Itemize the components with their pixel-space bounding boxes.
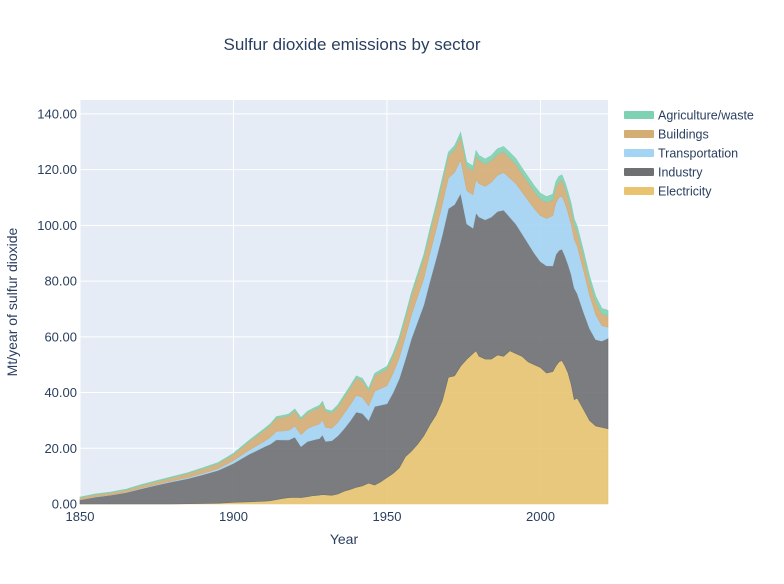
legend-item[interactable]: Industry [624, 166, 703, 180]
stacked-areas [79, 131, 609, 505]
legend-item[interactable]: Agriculture/waste [624, 109, 754, 123]
y-tick-label: 120.00 [37, 162, 77, 177]
legend-label: Industry [658, 166, 703, 180]
legend-item[interactable]: Transportation [624, 147, 738, 161]
legend-item[interactable]: Electricity [624, 185, 712, 199]
area-agriculture-waste[interactable] [79, 131, 609, 498]
y-tick-label: 140.00 [37, 106, 77, 121]
y-tick-label: 0.00 [52, 497, 77, 512]
legend-swatch [624, 111, 654, 119]
x-tick-label: 1900 [219, 509, 248, 524]
legend-swatch [624, 149, 654, 157]
x-axis-label: Year [330, 531, 359, 547]
y-tick-label: 40.00 [44, 385, 77, 400]
y-tick-label: 100.00 [37, 218, 77, 233]
legend-swatch [624, 130, 654, 138]
legend-label: Transportation [658, 147, 738, 161]
x-axis-ticks: 1850 1900 1950 2000 [66, 509, 555, 524]
y-axis-ticks: 0.00 20.00 40.00 60.00 80.00 100.00 120.00 140.… [37, 106, 77, 511]
y-axis-label: Mt/year of sulfur dioxide [4, 227, 20, 376]
x-tick-label: 2000 [526, 509, 555, 524]
y-tick-label: 20.00 [44, 441, 77, 456]
legend-item[interactable]: Buildings [624, 128, 709, 142]
y-tick-label: 80.00 [44, 274, 77, 289]
legend-label: Buildings [658, 128, 709, 142]
legend[interactable]: Agriculture/waste Buildings Transportation… [624, 109, 754, 199]
legend-swatch [624, 187, 654, 195]
x-tick-label: 1950 [373, 509, 402, 524]
x-tick-label: 1850 [66, 509, 95, 524]
y-tick-label: 60.00 [44, 329, 77, 344]
chart-title: Sulfur dioxide emissions by sector [223, 35, 480, 54]
legend-label: Electricity [658, 185, 712, 199]
legend-swatch [624, 168, 654, 176]
legend-label: Agriculture/waste [658, 109, 754, 123]
